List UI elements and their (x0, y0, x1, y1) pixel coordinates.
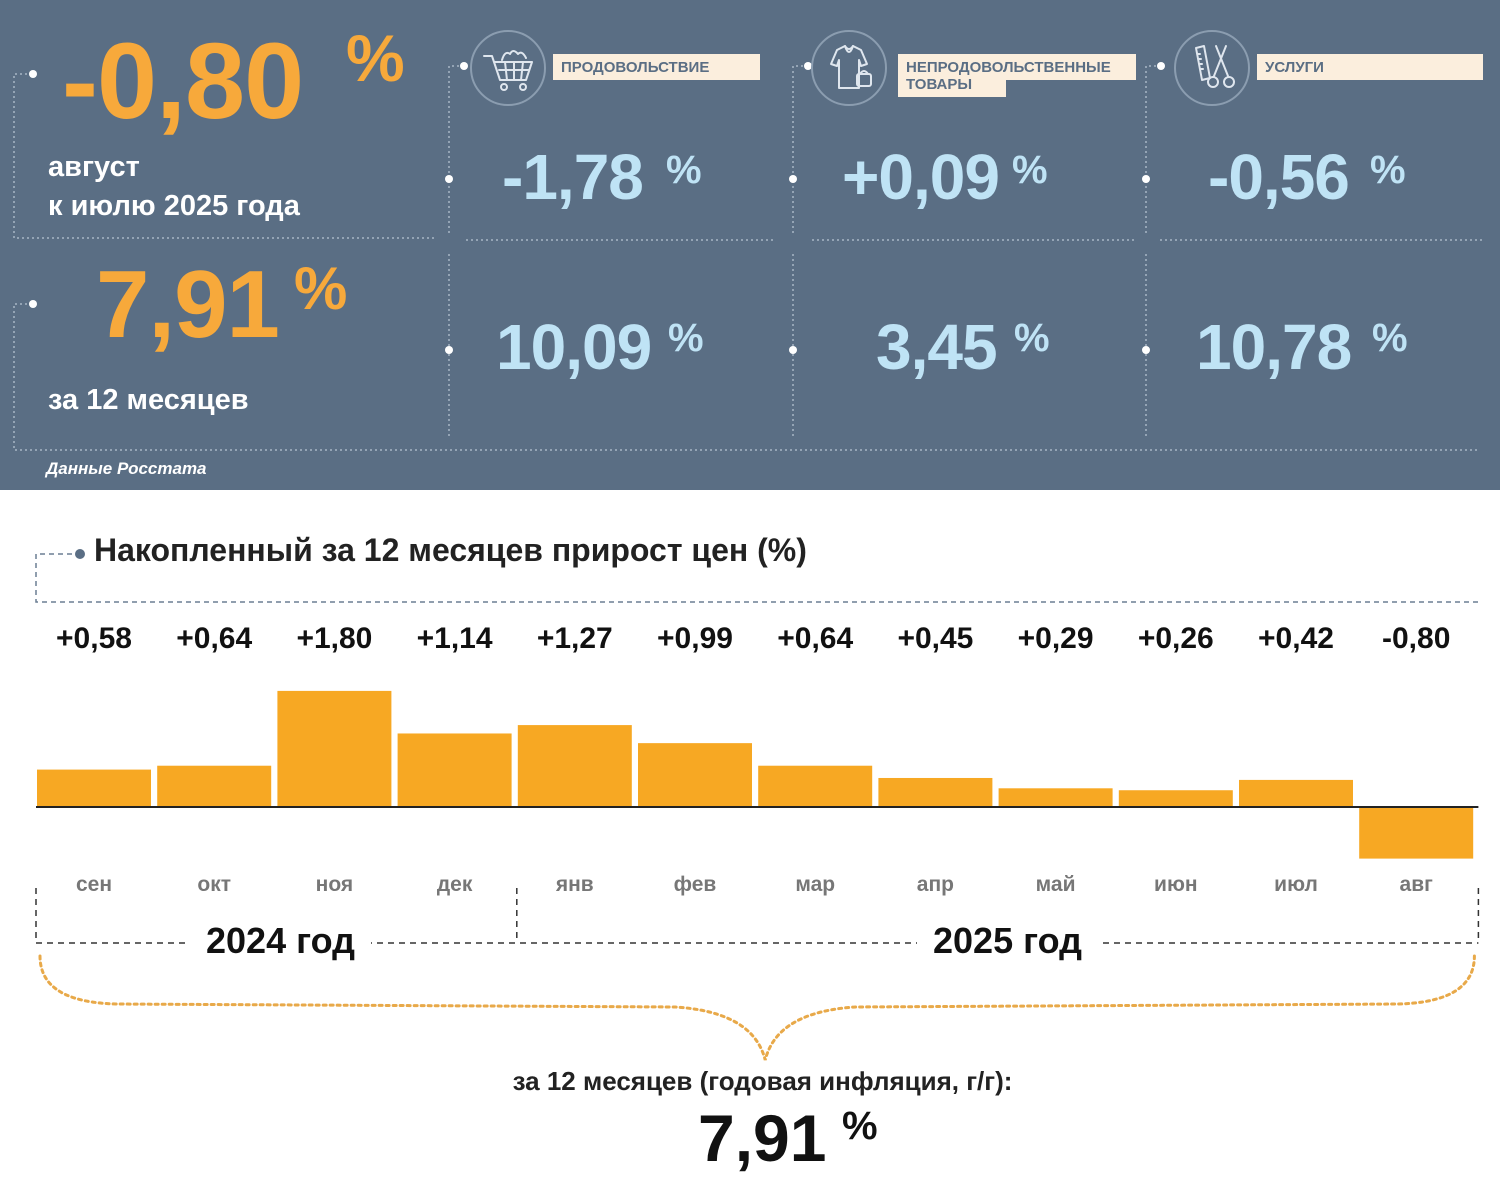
services-monthly-unit: % (1370, 148, 1406, 192)
month-tick-label: дек (437, 873, 473, 896)
annual-label: за 12 месяцев (48, 384, 249, 416)
month-tick-label: мар (795, 873, 835, 896)
bar-value-label: +0,29 (1018, 622, 1094, 655)
scissors-comb-icon (1174, 30, 1250, 106)
services-monthly-value: -0,56 (1208, 141, 1350, 213)
annual-change-unit: % (294, 255, 348, 322)
bar-value-label: +1,27 (537, 622, 613, 655)
month-tick-label: апр (917, 873, 954, 896)
bullet-dot (29, 70, 37, 78)
month-tick-label: янв (555, 873, 594, 896)
month-tick-label: окт (197, 873, 231, 896)
bar-value-label: -0,80 (1382, 622, 1450, 655)
month-tick-label: июл (1274, 873, 1318, 896)
bullet-dot (789, 346, 797, 354)
category-tag-nonfood-line1: НЕПРОДОВОЛЬСТВЕННЫЕ (906, 59, 1111, 76)
total-brace (38, 954, 1476, 1061)
bar-value-label: +0,99 (657, 622, 733, 655)
category-tag-nonfood-line2: ТОВАРЫ (898, 76, 1006, 97)
chart-title: Накопленный за 12 месяцев прирост цен (%… (94, 532, 807, 568)
food-monthly-unit: % (666, 148, 702, 192)
year-brackets (35, 888, 1480, 944)
annual-inflation-unit: % (842, 1104, 878, 1148)
bar-сен (37, 769, 151, 807)
services-annual-value: 10,78 (1196, 311, 1352, 383)
year-label-2025: 2025 год (917, 920, 1098, 962)
category-tag-services: УСЛУГИ (1257, 54, 1483, 80)
nonfood-monthly-unit: % (1012, 148, 1048, 192)
bullet-dot (1142, 175, 1150, 183)
summary-panel: -0,80 % август к июлю 2025 года 7,91 % з… (0, 0, 1500, 490)
bar-value-label: +0,58 (56, 622, 132, 655)
bullet-dot (29, 300, 37, 308)
bar-янв (517, 725, 632, 807)
monthly-label-line1: август (48, 151, 140, 183)
bar-июн (1118, 790, 1233, 807)
monthly-change-value: -0,80 (62, 20, 304, 141)
nonfood-annual-value: 3,45 (876, 311, 998, 383)
month-tick-label: авг (1400, 873, 1434, 896)
bar-май (998, 788, 1113, 807)
bar-value-label: +0,45 (897, 622, 973, 655)
food-annual-unit: % (668, 316, 704, 360)
monthly-change-unit: % (346, 21, 405, 95)
bar-value-label: +0,26 (1138, 622, 1214, 655)
bar-дек (397, 733, 512, 807)
bar-фев (638, 743, 752, 807)
category-tag-nonfood: НЕПРОДОВОЛЬСТВЕННЫЕ (898, 54, 1136, 80)
month-tick-label: фев (674, 873, 717, 896)
bar-июл (1239, 779, 1353, 807)
bullet-dot (445, 346, 453, 354)
data-source: Данные Росстата (46, 459, 207, 478)
nonfood-annual-unit: % (1014, 316, 1050, 360)
food-monthly-value: -1,78 (502, 141, 644, 213)
month-tick-label: июн (1154, 873, 1198, 896)
clothing-icon (811, 30, 887, 106)
bullet-dot (445, 175, 453, 183)
bar-value-label: +0,42 (1258, 622, 1334, 655)
monthly-label-line2: к июлю 2025 года (48, 190, 300, 222)
annual-change-value: 7,91 (96, 251, 280, 358)
month-tick-label: сен (76, 873, 112, 896)
bullet-dot (460, 62, 468, 70)
month-tick-label: май (1036, 873, 1076, 896)
nonfood-monthly-value: +0,09 (842, 141, 1000, 213)
panel-frame-lines (13, 65, 1482, 451)
bar-value-label: +1,14 (417, 622, 493, 655)
annual-inflation-label: за 12 месяцев (годовая инфляция, г/г): (512, 1066, 1013, 1096)
bullet-dot (1157, 62, 1165, 70)
month-tick-label: ноя (316, 873, 354, 896)
bar-value-label: +0,64 (176, 622, 252, 655)
category-tag-food: ПРОДОВОЛЬСТВИЕ (553, 54, 760, 80)
bar-value-label: +1,80 (296, 622, 372, 655)
bullet-dot (789, 175, 797, 183)
chart-frame-lines (35, 549, 1478, 603)
bar-ноя (277, 690, 392, 807)
bullet-dot (804, 62, 812, 70)
bar-мар (758, 765, 873, 807)
services-annual-unit: % (1372, 316, 1408, 360)
food-annual-value: 10,09 (496, 311, 652, 383)
monthly-bar-chart: +0,58 сен +0,64 окт +1,80 ноя +1,14 дек +1,27 янв… (35, 622, 1480, 1061)
annual-inflation-value: 7,91 (698, 1101, 827, 1175)
bar-апр (878, 777, 993, 807)
bar-авг (1359, 807, 1474, 859)
shopping-cart-icon (470, 30, 546, 106)
bar-окт (157, 765, 272, 807)
bullet-dot (1142, 346, 1150, 354)
bar-value-label: +0,64 (777, 622, 853, 655)
year-label-2024: 2024 год (190, 920, 371, 962)
